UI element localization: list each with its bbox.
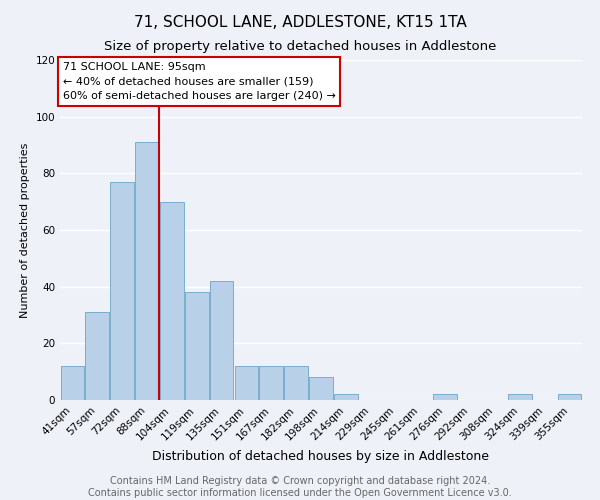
Bar: [284, 366, 308, 400]
Bar: [61, 366, 84, 400]
Bar: [235, 366, 258, 400]
Text: Size of property relative to detached houses in Addlestone: Size of property relative to detached ho…: [104, 40, 496, 53]
Bar: [210, 281, 233, 400]
Bar: [433, 394, 457, 400]
Bar: [334, 394, 358, 400]
Bar: [110, 182, 134, 400]
Bar: [185, 292, 209, 400]
Bar: [508, 394, 532, 400]
Bar: [85, 312, 109, 400]
Bar: [558, 394, 581, 400]
X-axis label: Distribution of detached houses by size in Addlestone: Distribution of detached houses by size …: [152, 450, 490, 463]
Y-axis label: Number of detached properties: Number of detached properties: [20, 142, 30, 318]
Bar: [259, 366, 283, 400]
Bar: [309, 378, 333, 400]
Text: 71 SCHOOL LANE: 95sqm
← 40% of detached houses are smaller (159)
60% of semi-det: 71 SCHOOL LANE: 95sqm ← 40% of detached …: [62, 62, 335, 102]
Text: 71, SCHOOL LANE, ADDLESTONE, KT15 1TA: 71, SCHOOL LANE, ADDLESTONE, KT15 1TA: [134, 15, 466, 30]
Bar: [160, 202, 184, 400]
Bar: [135, 142, 159, 400]
Text: Contains HM Land Registry data © Crown copyright and database right 2024.
Contai: Contains HM Land Registry data © Crown c…: [88, 476, 512, 498]
